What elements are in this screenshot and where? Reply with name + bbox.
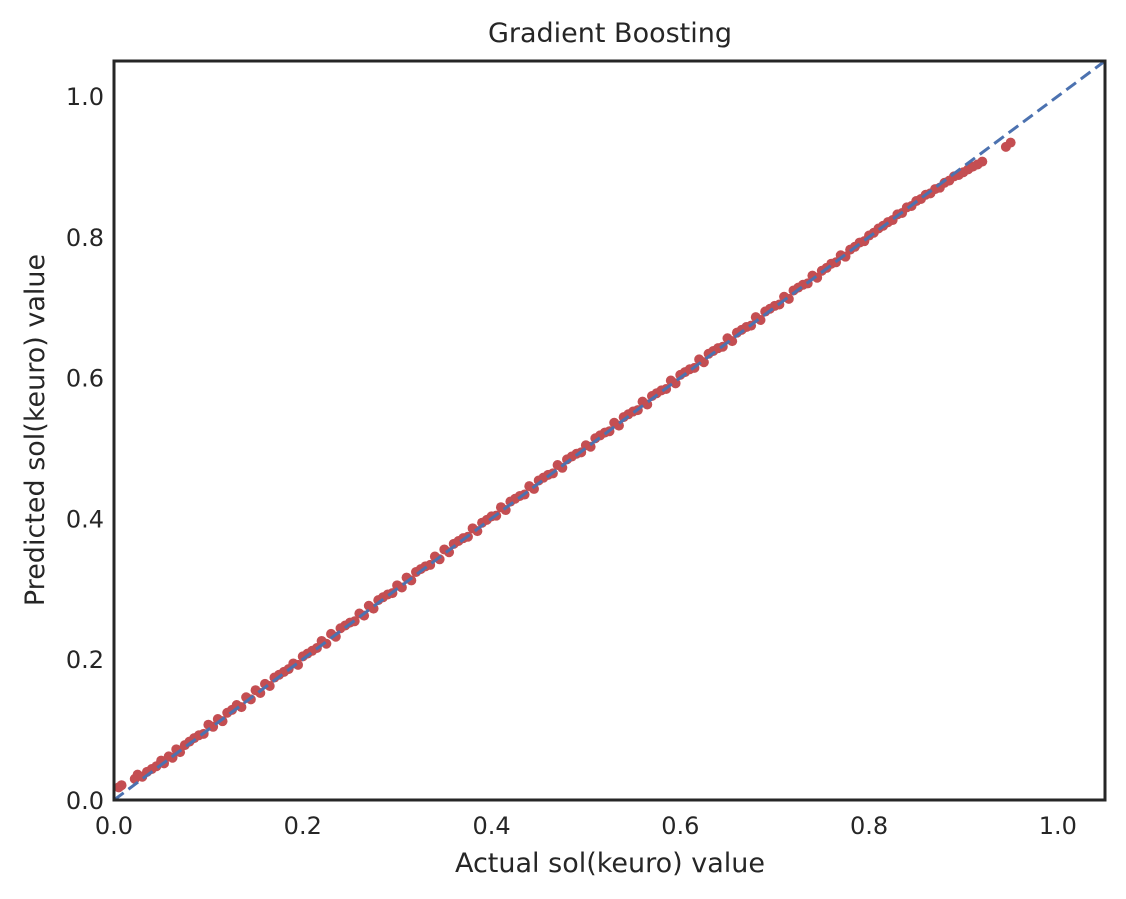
data-point bbox=[812, 272, 823, 283]
data-point bbox=[116, 780, 127, 791]
x-tick-label: 0.0 bbox=[95, 812, 133, 840]
y-tick-label: 0.6 bbox=[66, 365, 104, 393]
x-axis-label: Actual sol(keuro) value bbox=[455, 848, 765, 879]
y-tick-label: 0.2 bbox=[66, 646, 104, 674]
y-tick-label: 0.8 bbox=[66, 224, 104, 252]
x-tick-label: 0.2 bbox=[284, 812, 322, 840]
data-point bbox=[236, 702, 247, 713]
data-point bbox=[406, 575, 417, 586]
plot-frame bbox=[112, 59, 1107, 802]
y-axis-label: Predicted sol(keuro) value bbox=[20, 254, 51, 606]
y-tick-label: 1.0 bbox=[66, 83, 104, 111]
x-axis-ticks: 0.0 0.2 0.4 0.6 0.8 1.0 bbox=[95, 812, 1077, 840]
data-point bbox=[321, 638, 332, 649]
y-tick-label: 0.0 bbox=[66, 787, 104, 815]
x-tick-label: 1.0 bbox=[1039, 812, 1077, 840]
x-tick-label: 0.4 bbox=[472, 812, 510, 840]
data-point bbox=[264, 680, 275, 691]
chart-title: Gradient Boosting bbox=[488, 18, 732, 49]
data-point bbox=[783, 293, 794, 304]
data-point bbox=[755, 315, 766, 326]
data-point bbox=[434, 554, 445, 565]
x-tick-label: 0.6 bbox=[661, 812, 699, 840]
y-axis-ticks: 0.0 0.2 0.4 0.6 0.8 1.0 bbox=[66, 83, 104, 815]
y-tick-label: 0.4 bbox=[66, 505, 104, 533]
identity-reference-line bbox=[113, 59, 1106, 802]
data-point bbox=[293, 659, 304, 670]
data-point bbox=[840, 251, 851, 262]
data-point bbox=[1005, 137, 1016, 148]
data-point bbox=[977, 156, 988, 167]
data-point bbox=[727, 336, 738, 347]
x-tick-label: 0.8 bbox=[850, 812, 888, 840]
